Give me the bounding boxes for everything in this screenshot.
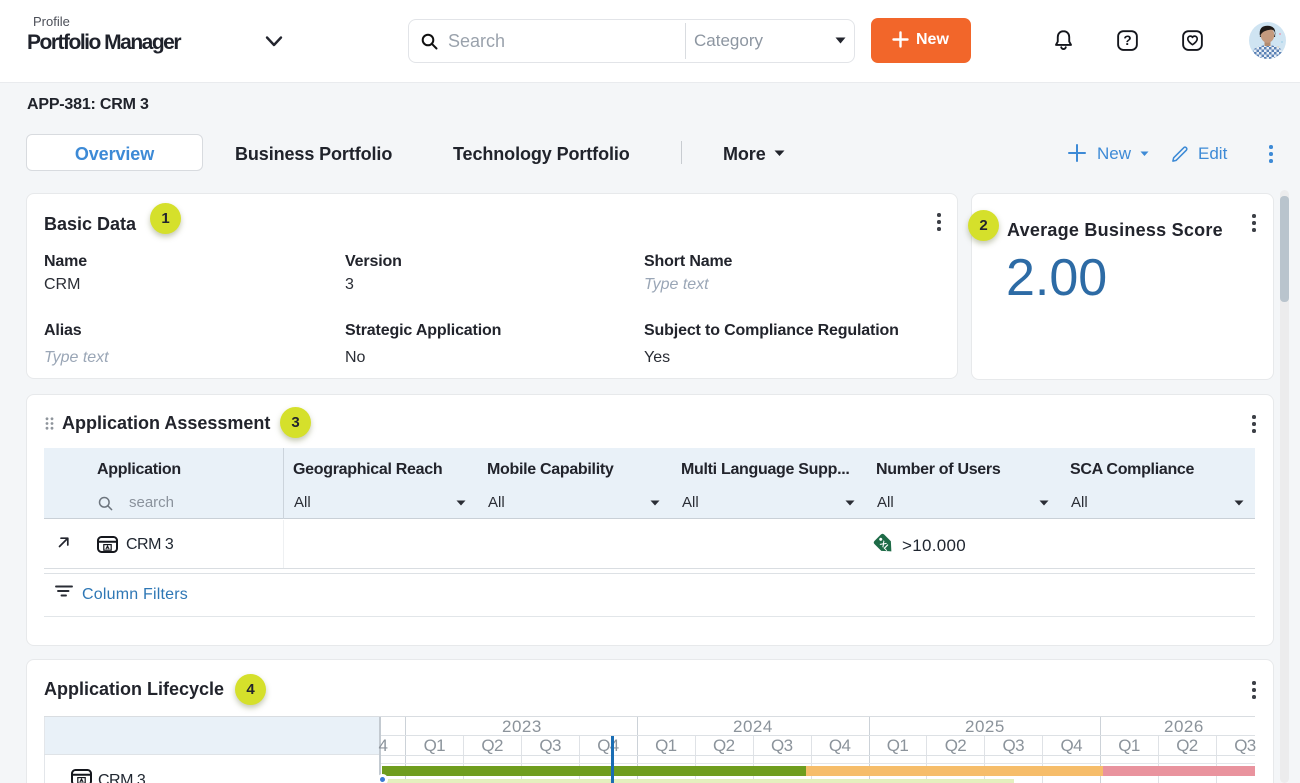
svg-text:?: ?	[1123, 33, 1131, 48]
